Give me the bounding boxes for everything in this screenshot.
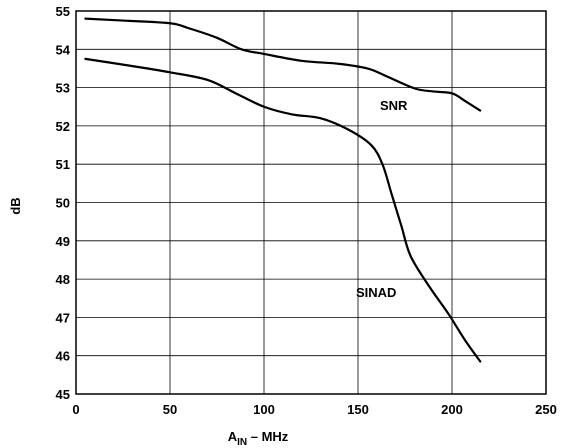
y-tick-label: 49	[56, 234, 70, 249]
x-tick-label: 200	[441, 402, 463, 417]
x-tick-label: 0	[72, 402, 79, 417]
y-tick-label: 46	[56, 349, 70, 364]
x-tick-label: 250	[535, 402, 557, 417]
y-tick-label: 51	[56, 157, 70, 172]
y-tick-label: 53	[56, 81, 70, 96]
grid	[76, 11, 546, 394]
series-label-sinad: SINAD	[356, 285, 396, 300]
y-tick-label: 52	[56, 119, 70, 134]
series-label-snr: SNR	[380, 98, 408, 113]
x-tick-label: 50	[163, 402, 177, 417]
x-axis-label: AIN – MHz	[228, 429, 289, 448]
x-axis-label-subscript: IN	[237, 437, 247, 448]
y-tick-label: 54	[56, 42, 71, 57]
series-labels: SNR SINAD	[356, 98, 408, 300]
series-line-snr	[84, 17, 482, 112]
plot-frame	[75, 10, 547, 395]
y-tick-label: 45	[56, 387, 70, 402]
y-tick-label: 55	[56, 4, 70, 19]
y-tick-label: 50	[56, 196, 70, 211]
tick-labels: 0 50 100 150 200 250 45 46 47 48 49 50 51 52 53 54 55	[56, 4, 557, 417]
y-tick-label: 48	[56, 272, 70, 287]
series-line-sinad	[84, 57, 482, 363]
y-tick-label: 47	[56, 310, 70, 325]
x-axis-label-main: A	[228, 429, 238, 444]
y-axis-label: dB	[8, 197, 23, 214]
x-tick-label: 100	[253, 402, 275, 417]
series-lines	[84, 17, 482, 363]
x-tick-label: 150	[347, 402, 369, 417]
x-axis-label-unit: – MHz	[247, 429, 289, 444]
